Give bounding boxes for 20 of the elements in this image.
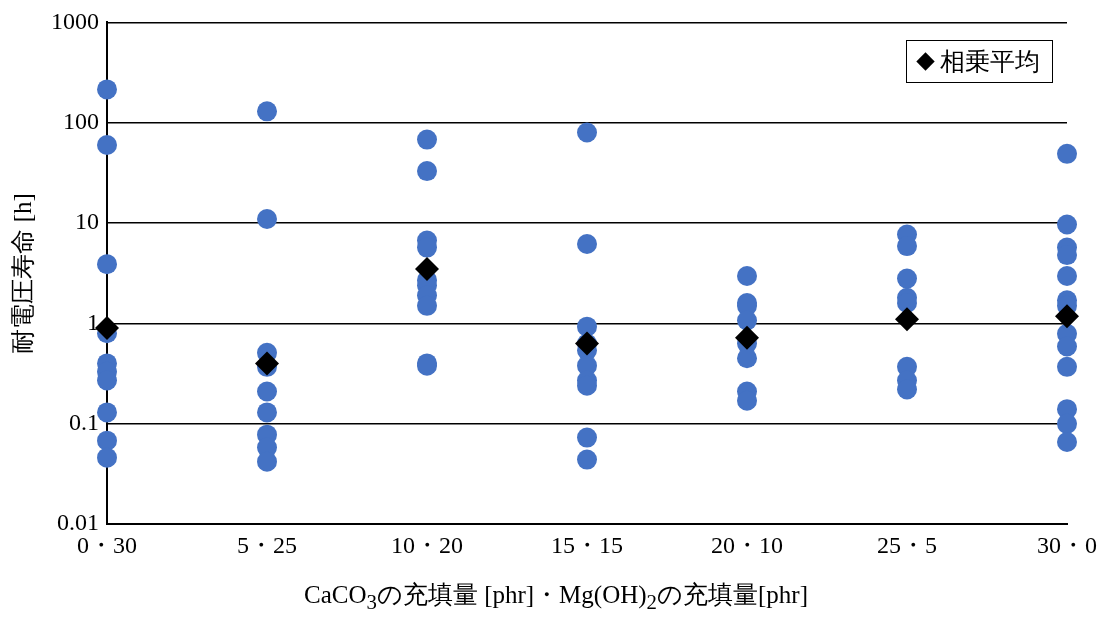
y-tick-label: 0.1: [69, 409, 99, 436]
x-tick-label: 25・5: [877, 531, 937, 558]
point: [1055, 304, 1079, 329]
y-tick-label: 1000: [51, 7, 99, 34]
legend-label: 相乗平均: [940, 47, 1040, 78]
x-tick-label: 20・10: [711, 531, 783, 558]
point: [95, 316, 119, 341]
x-tick-label: 5・25: [237, 531, 297, 558]
y-axis-title: 耐電圧寿命 [h]: [8, 193, 36, 354]
y-tick-label: 100: [63, 108, 99, 135]
point: [735, 325, 759, 350]
x-tick-label: 15・15: [551, 531, 623, 558]
y-tick-label: 10: [75, 208, 99, 235]
point: [895, 307, 919, 332]
y-tick-label: 1: [87, 308, 99, 335]
point: [415, 256, 439, 281]
x-axis-title: CaCO$_{3}$の充填量 [phr]・Mg(OH)$_{2}$の充填量[phr]: [302, 580, 809, 615]
point: [255, 351, 279, 376]
x-tick-label: 10・20: [391, 531, 463, 558]
x-tick-label: 30・0: [1037, 531, 1097, 558]
